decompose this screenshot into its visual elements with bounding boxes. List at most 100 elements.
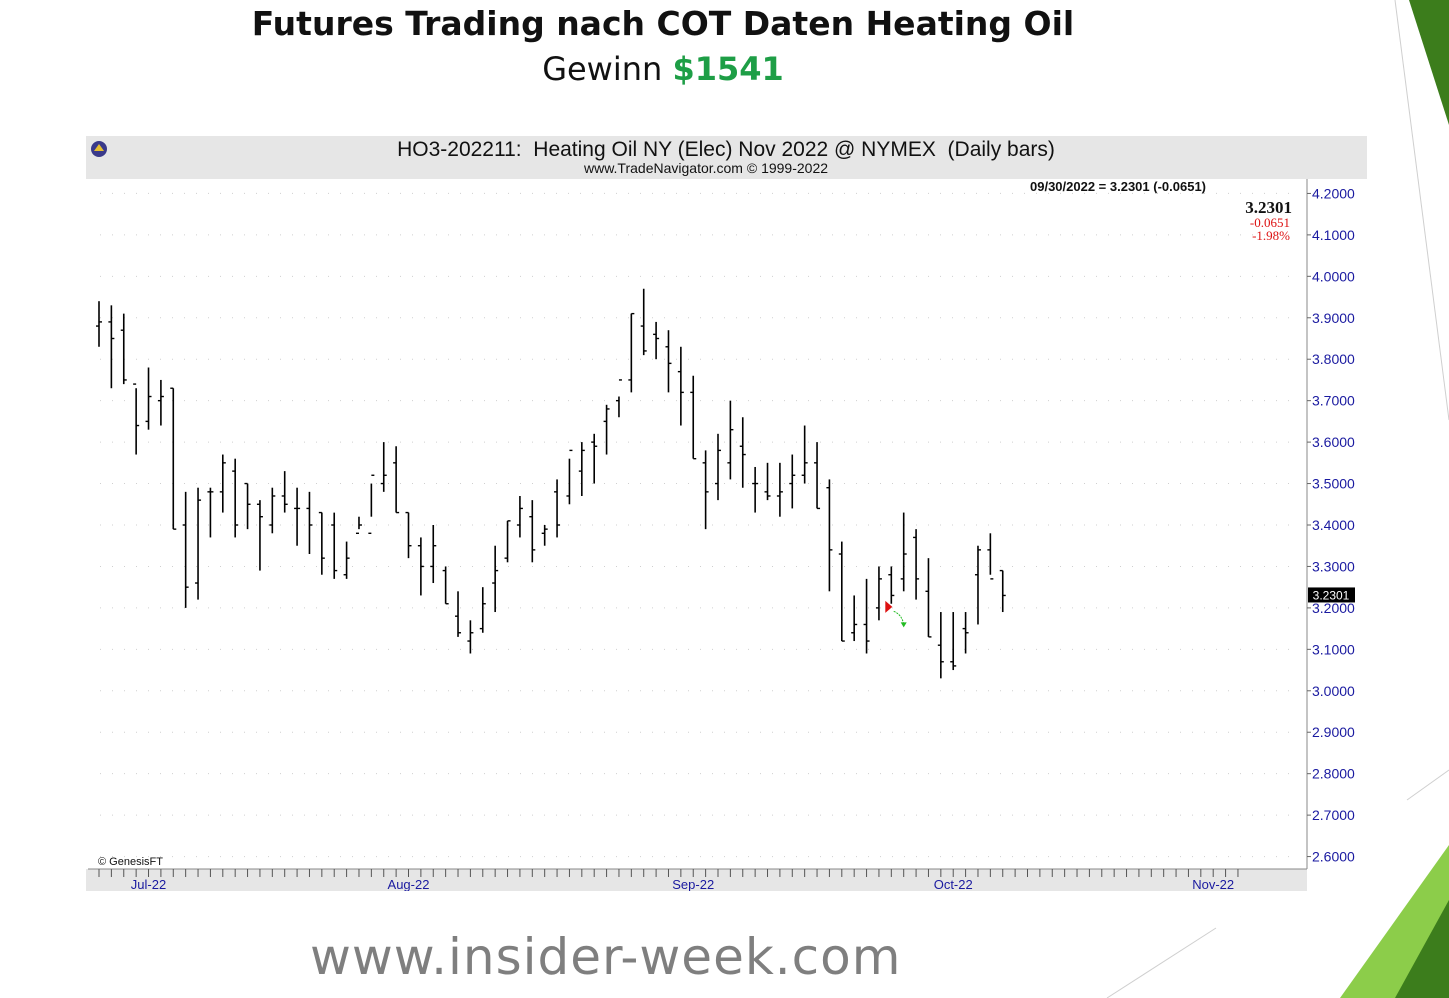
price-bar: [380, 442, 387, 492]
price-bar: [516, 495, 523, 538]
price-bar: [640, 288, 647, 356]
price-bar: [281, 471, 288, 513]
price-bar: [653, 321, 660, 360]
price-bar: [752, 466, 759, 513]
price-bar: [157, 379, 164, 426]
price-bar: [256, 500, 263, 571]
price-bar: [851, 595, 858, 642]
price-bar: [962, 612, 969, 654]
y-axis: 4.2000 4.1000 4.0000 3.9000 3.8000 3.7000 3.60…: [1307, 185, 1355, 865]
price-bar: [232, 458, 239, 538]
price-bar: [541, 525, 548, 546]
y-tick-label: 2.6000: [1312, 849, 1355, 865]
price-tag-label: 3.2301: [1313, 588, 1350, 602]
price-bar: [331, 512, 338, 579]
chart-subtitle: www.TradeNavigator.com © 1999-2022: [583, 160, 828, 176]
x-tick-label: Sep-22: [672, 877, 714, 891]
trade-markers: [885, 600, 907, 628]
price-bar: [690, 375, 697, 460]
price-bar: [863, 578, 870, 654]
y-tick-label: 3.4000: [1312, 517, 1355, 533]
price-bar: [294, 487, 301, 546]
price-bar: [430, 525, 437, 584]
price-bar: [987, 533, 994, 580]
price-bar: [318, 511, 325, 575]
price-bar: [838, 541, 845, 642]
price-bar: [628, 312, 635, 393]
price-bar: [405, 511, 412, 559]
y-tick-label: 3.5000: [1312, 476, 1355, 492]
price-bar: [739, 417, 746, 488]
copyright-credit: © GenesisFT: [98, 856, 163, 868]
price-bar: [219, 454, 226, 513]
y-tick-label: 2.8000: [1312, 766, 1355, 782]
price-bar: [776, 462, 783, 517]
price-bar: [133, 383, 140, 455]
price-bars: [96, 288, 1006, 679]
price-bar: [677, 346, 684, 426]
time-axis-area: [86, 869, 1307, 891]
website-url: www.insider-week.com: [310, 928, 902, 986]
deco-line: [1406, 769, 1449, 801]
price-bar: [244, 482, 251, 530]
y-tick-label: 3.0000: [1312, 683, 1355, 699]
y-tick-label: 4.0000: [1312, 268, 1355, 284]
y-tick-label: 3.7000: [1312, 393, 1355, 409]
price-bar: [888, 566, 895, 604]
price-bar: [715, 433, 721, 501]
price-bar: [467, 620, 474, 654]
price-bar: [393, 446, 400, 514]
price-bar: [937, 612, 944, 679]
price-bar: [145, 367, 152, 430]
price-bar: [999, 569, 1006, 613]
price-bar: [343, 541, 350, 579]
y-tick-label: 3.9000: [1312, 310, 1355, 326]
price-bar: [591, 433, 598, 484]
change-value: -0.0651: [1250, 215, 1290, 230]
price-bar: [727, 400, 734, 480]
price-bar: [195, 487, 202, 600]
price-bar: [306, 491, 313, 555]
price-bar: [900, 512, 907, 592]
y-tick-label: 2.9000: [1312, 724, 1355, 740]
price-bar: [702, 450, 709, 530]
price-bar: [455, 591, 462, 637]
slide-subtitle: Gewinn $1541: [0, 50, 1326, 88]
price-bar: [566, 449, 573, 505]
ohlc-chart: HO3-202211: Heating Oil NY (Elec) Nov 20…: [86, 136, 1367, 891]
chart-panel: HO3-202211: Heating Oil NY (Elec) Nov 20…: [86, 136, 1367, 891]
subtitle-prefix: Gewinn: [542, 50, 663, 88]
deco-line: [1394, 0, 1449, 421]
price-bar: [913, 529, 920, 600]
price-bar: [950, 612, 957, 671]
change-percent: -1.98%: [1252, 228, 1290, 243]
grid: [100, 192, 1296, 858]
y-tick-label: 4.2000: [1312, 185, 1355, 201]
x-tick-label: Oct-22: [934, 877, 973, 891]
price-axis-area: [1307, 179, 1367, 891]
price-summary: 09/30/2022 = 3.2301 (-0.0651): [1030, 179, 1206, 194]
chart-header-bar: [86, 136, 1367, 179]
x-tick-label: Nov-22: [1192, 877, 1234, 891]
y-tick-label: 3.8000: [1312, 351, 1355, 367]
y-tick-label: 3.2000: [1312, 600, 1355, 616]
price-bar: [479, 587, 486, 633]
price-bar: [665, 330, 672, 393]
y-tick-label: 3.3000: [1312, 558, 1355, 574]
plot-area: [88, 179, 1307, 869]
price-bar: [925, 558, 932, 638]
price-bar: [615, 379, 622, 418]
y-tick-label: 4.1000: [1312, 227, 1355, 243]
price-bar: [764, 462, 771, 501]
sell-arrow-icon: [885, 600, 893, 613]
y-tick-label: 3.1000: [1312, 641, 1355, 657]
deco-line: [1106, 927, 1217, 998]
price-bar: [182, 491, 189, 608]
price-bar: [442, 566, 449, 605]
y-tick-label: 2.7000: [1312, 807, 1355, 823]
price-bar: [120, 313, 127, 385]
price-bar: [269, 487, 276, 534]
price-bar: [492, 545, 499, 613]
profit-value: $1541: [672, 50, 784, 88]
